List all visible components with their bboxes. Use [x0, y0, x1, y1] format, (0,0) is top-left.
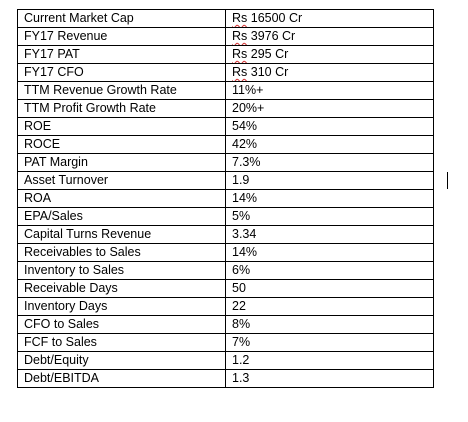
table-row: CFO to Sales 8%: [17, 315, 434, 334]
metric-value[interactable]: 1.3: [225, 369, 434, 388]
table-row: Asset Turnover 1.9: [17, 171, 434, 190]
metric-label[interactable]: Inventory to Sales: [17, 261, 226, 280]
currency-prefix: Rs: [232, 11, 248, 25]
table-row: Receivable Days 50: [17, 279, 434, 298]
currency-prefix: Rs: [232, 65, 248, 79]
metric-label[interactable]: FY17 Revenue: [17, 27, 226, 46]
value-amount: 3976 Cr: [247, 29, 296, 43]
metric-value[interactable]: Rs 295 Cr: [225, 45, 434, 64]
metric-value[interactable]: 7%: [225, 333, 434, 352]
value-amount: 295 Cr: [247, 47, 289, 61]
metric-label[interactable]: Current Market Cap: [17, 9, 226, 28]
metric-label[interactable]: PAT Margin: [17, 153, 226, 172]
metric-label[interactable]: Receivables to Sales: [17, 243, 226, 262]
metric-label[interactable]: Debt/Equity: [17, 351, 226, 370]
financial-metrics-table: Current Market Cap Rs 16500 Cr FY17 Reve…: [17, 9, 434, 388]
metric-value[interactable]: 54%: [225, 117, 434, 136]
table-row: Receivables to Sales 14%: [17, 243, 434, 262]
table-row: TTM Revenue Growth Rate 11%+: [17, 81, 434, 100]
metric-label[interactable]: Inventory Days: [17, 297, 226, 316]
table-row: Debt/Equity 1.2: [17, 351, 434, 370]
metric-label[interactable]: CFO to Sales: [17, 315, 226, 334]
value-amount: 310 Cr: [247, 65, 289, 79]
metric-value[interactable]: 1.2: [225, 351, 434, 370]
table-row: ROE 54%: [17, 117, 434, 136]
metric-value[interactable]: 8%: [225, 315, 434, 334]
metric-label[interactable]: ROCE: [17, 135, 226, 154]
currency-prefix: Rs: [232, 29, 248, 43]
metric-value[interactable]: 22: [225, 297, 434, 316]
metric-value[interactable]: 3.34: [225, 225, 434, 244]
table-row: EPA/Sales 5%: [17, 207, 434, 226]
table-row: Inventory to Sales 6%: [17, 261, 434, 280]
metric-label[interactable]: EPA/Sales: [17, 207, 226, 226]
table-row: Current Market Cap Rs 16500 Cr: [17, 9, 434, 28]
metric-value[interactable]: 14%: [225, 189, 434, 208]
value-amount: 16500 Cr: [247, 11, 303, 25]
metric-value[interactable]: 20%+: [225, 99, 434, 118]
table-row: FCF to Sales 7%: [17, 333, 434, 352]
metric-value[interactable]: 50: [225, 279, 434, 298]
metric-value[interactable]: 14%: [225, 243, 434, 262]
metric-value[interactable]: 6%: [225, 261, 434, 280]
metric-label[interactable]: Debt/EBITDA: [17, 369, 226, 388]
metric-value[interactable]: 11%+: [225, 81, 434, 100]
metric-value[interactable]: 7.3%: [225, 153, 434, 172]
metric-label[interactable]: TTM Revenue Growth Rate: [17, 81, 226, 100]
table-row: ROA 14%: [17, 189, 434, 208]
metric-value[interactable]: 5%: [225, 207, 434, 226]
table-row: Debt/EBITDA 1.3: [17, 369, 434, 388]
metric-value[interactable]: Rs 16500 Cr: [225, 9, 434, 28]
table-row: FY17 PAT Rs 295 Cr: [17, 45, 434, 64]
metric-label[interactable]: FY17 PAT: [17, 45, 226, 64]
metric-label[interactable]: Asset Turnover: [17, 171, 226, 190]
table-row: FY17 Revenue Rs 3976 Cr: [17, 27, 434, 46]
metric-label[interactable]: ROA: [17, 189, 226, 208]
metric-label[interactable]: FY17 CFO: [17, 63, 226, 82]
metric-value[interactable]: Rs 310 Cr: [225, 63, 434, 82]
metric-label[interactable]: TTM Profit Growth Rate: [17, 99, 226, 118]
metric-label[interactable]: ROE: [17, 117, 226, 136]
metric-label[interactable]: Capital Turns Revenue: [17, 225, 226, 244]
metric-value[interactable]: 42%: [225, 135, 434, 154]
metric-label[interactable]: Receivable Days: [17, 279, 226, 298]
table-row: FY17 CFO Rs 310 Cr: [17, 63, 434, 82]
metric-label[interactable]: FCF to Sales: [17, 333, 226, 352]
metric-value[interactable]: Rs 3976 Cr: [225, 27, 434, 46]
text-cursor: [447, 172, 448, 189]
currency-prefix: Rs: [232, 47, 248, 61]
table-row: PAT Margin 7.3%: [17, 153, 434, 172]
table-row: Capital Turns Revenue 3.34: [17, 225, 434, 244]
table-row: ROCE 42%: [17, 135, 434, 154]
metric-value[interactable]: 1.9: [225, 171, 434, 190]
table-row: Inventory Days 22: [17, 297, 434, 316]
table-row: TTM Profit Growth Rate 20%+: [17, 99, 434, 118]
